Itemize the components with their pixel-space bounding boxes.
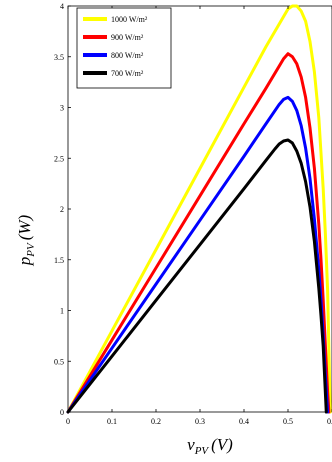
y-tick-label: 0.5 xyxy=(54,357,64,366)
y-tick-label: 3 xyxy=(60,104,64,113)
x-tick-label: 0 xyxy=(66,417,70,426)
x-tick-label: 0.2 xyxy=(151,417,161,426)
x-tick-label: 0.3 xyxy=(195,417,205,426)
series-line-1 xyxy=(66,4,332,414)
y-tick-label: 1.5 xyxy=(54,256,64,265)
legend-label: 1000 W/m² xyxy=(111,15,148,24)
legend-label: 900 W/m² xyxy=(111,33,144,42)
x-tick-label: 0.4 xyxy=(239,417,249,426)
x-tick-label: 0.6 xyxy=(327,417,332,426)
y-axis-label: pPV(W) xyxy=(15,214,37,266)
series-line-4 xyxy=(66,138,328,414)
y-tick-label: 2 xyxy=(60,205,64,214)
legend-label: 700 W/m² xyxy=(111,69,144,78)
x-axis-label: vPV (V) xyxy=(187,435,233,457)
series-layer xyxy=(66,4,332,414)
x-tick-label: 0.1 xyxy=(107,417,117,426)
axes-layer: 0 0.1 0.2 0.3 0.4 0.5 0.6 0 0.5 1 1.5 2 2.5 3 3.5 4 xyxy=(54,2,332,426)
legend: 1000 W/m² 900 W/m² 800 W/m² 700 W/m² xyxy=(76,7,172,89)
y-tick-label: 3.5 xyxy=(54,53,64,62)
y-tick-label: 4 xyxy=(60,2,64,11)
legend-label: 800 W/m² xyxy=(111,51,144,60)
series-line-2 xyxy=(66,52,331,414)
x-tick-label: 0.5 xyxy=(283,417,293,426)
y-tick-label: 2.5 xyxy=(54,154,64,163)
y-tick-label: 1 xyxy=(60,307,64,316)
legend-box xyxy=(76,7,172,89)
y-tick-label: 0 xyxy=(60,408,64,417)
